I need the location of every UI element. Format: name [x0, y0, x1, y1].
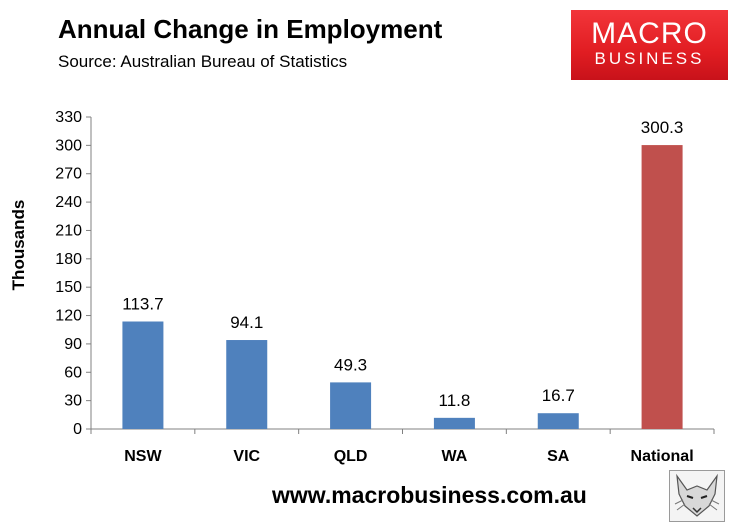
- logo-line-1: MACRO: [591, 17, 708, 50]
- bar-vic: [226, 340, 268, 429]
- y-tick-label: 30: [64, 393, 82, 410]
- y-tick-label: 240: [55, 194, 82, 211]
- macrobusiness-logo: MACRO BUSINESS: [571, 10, 728, 80]
- bars: 113.7 94.1 49.3 11.8 16.7 300.3: [122, 118, 683, 429]
- y-tick-label: 270: [55, 166, 82, 183]
- chart-subtitle: Source: Australian Bureau of Statistics: [58, 52, 348, 71]
- y-axis-label: Thousands: [9, 200, 28, 291]
- y-axis: 0 30 60 90 120 150 180 210 240 270 300 330: [55, 109, 92, 438]
- data-label-vic: 94.1: [230, 313, 263, 332]
- bar-sa: [537, 413, 579, 429]
- bar-qld: [330, 382, 372, 429]
- data-label-wa: 11.8: [439, 391, 471, 410]
- y-tick-label: 0: [73, 421, 82, 438]
- logo-line-2: BUSINESS: [594, 49, 705, 68]
- data-label-nsw: 113.7: [122, 295, 163, 314]
- fox-icon: [669, 470, 725, 522]
- y-tick-label: 150: [55, 279, 82, 296]
- category-label-vic: VIC: [233, 448, 260, 465]
- bar-chart: 0 30 60 90 120 150 180 210 240 270 300 330 NSW VIC QL…: [9, 109, 715, 465]
- category-label-qld: QLD: [334, 448, 368, 465]
- y-tick-label: 120: [55, 308, 82, 325]
- y-tick-label: 210: [55, 222, 82, 239]
- y-tick-label: 180: [55, 251, 82, 268]
- bar-national: [641, 145, 683, 429]
- footer-url: www.macrobusiness.com.au: [272, 482, 587, 508]
- x-axis: NSW VIC QLD WA SA National: [90, 428, 715, 465]
- chart-title: Annual Change in Employment: [58, 14, 443, 44]
- data-label-qld: 49.3: [334, 355, 367, 374]
- category-label-national: National: [631, 448, 694, 465]
- category-label-sa: SA: [547, 448, 570, 465]
- bar-nsw: [122, 321, 164, 429]
- y-tick-label: 90: [64, 336, 82, 353]
- data-label-national: 300.3: [641, 118, 684, 137]
- data-label-sa: 16.7: [542, 386, 575, 405]
- y-tick-label: 330: [55, 109, 82, 126]
- y-tick-label: 60: [64, 364, 82, 381]
- category-label-nsw: NSW: [124, 448, 162, 465]
- bar-wa: [433, 417, 475, 429]
- y-tick-label: 300: [55, 137, 82, 154]
- category-label-wa: WA: [442, 448, 468, 465]
